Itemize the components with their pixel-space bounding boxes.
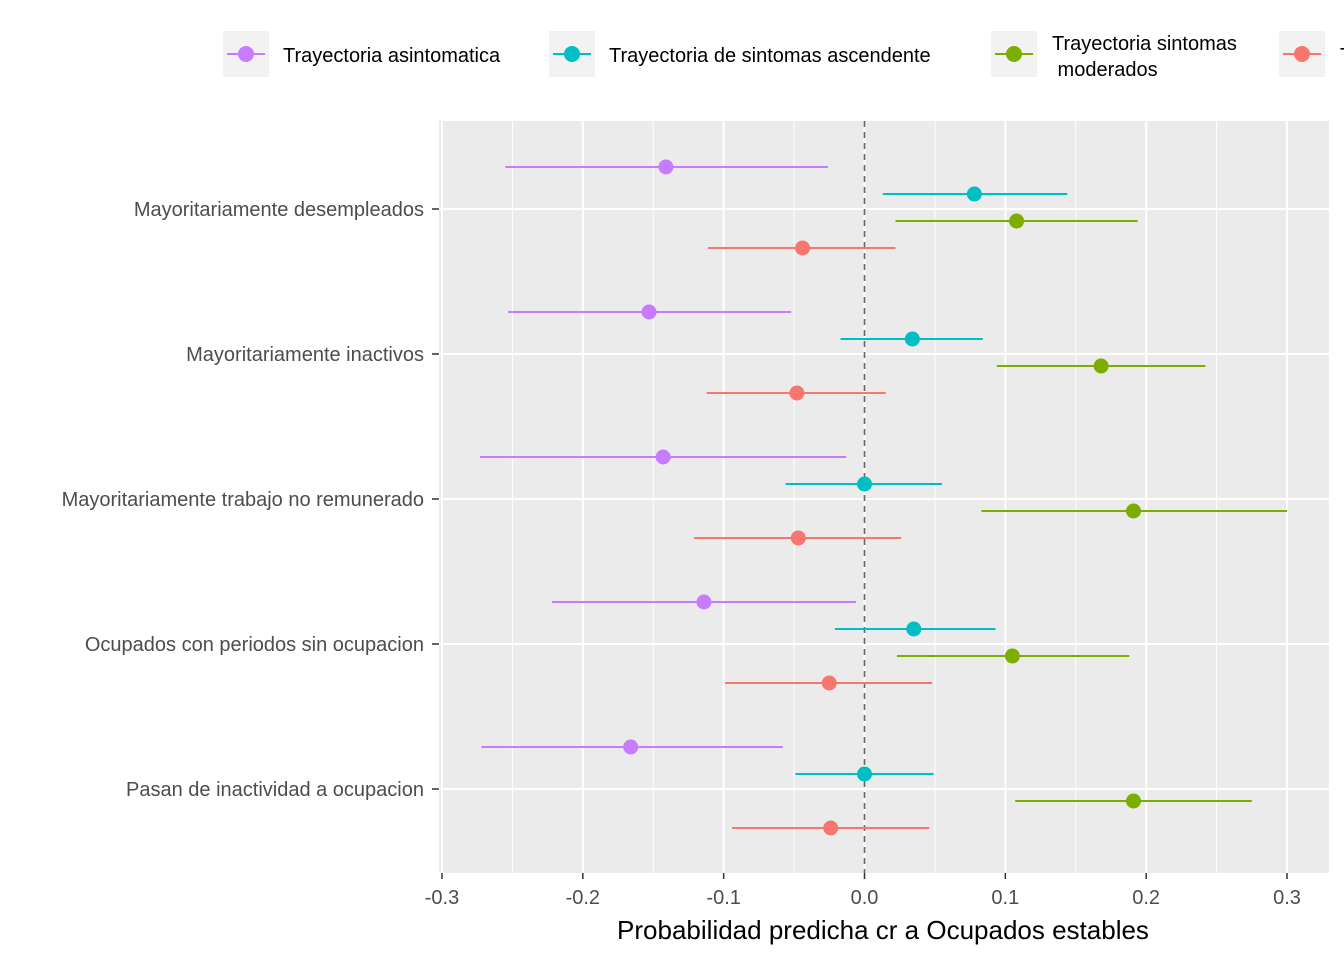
legend-item: T bbox=[1279, 31, 1344, 77]
estimate-point bbox=[857, 476, 872, 492]
x-tick-label: 0.1 bbox=[991, 887, 1019, 909]
estimate-point bbox=[641, 304, 657, 320]
estimate-point bbox=[857, 766, 872, 782]
x-tick-label: 0.2 bbox=[1132, 887, 1160, 909]
legend-key-point bbox=[1294, 46, 1310, 62]
category-label: Pasan de inactividad a ocupacion bbox=[126, 779, 424, 801]
estimate-point bbox=[1125, 793, 1141, 809]
grid-lines bbox=[439, 121, 1329, 873]
estimate-point bbox=[823, 820, 839, 836]
estimate-point bbox=[1009, 213, 1025, 229]
y-axis: Mayoritariamente desempleados Mayoritaria… bbox=[62, 199, 439, 801]
estimate-point bbox=[966, 186, 982, 202]
estimate-point bbox=[906, 621, 922, 637]
plot-panel bbox=[439, 121, 1329, 873]
legend-item: Trayectoria asintomatica bbox=[223, 31, 501, 77]
x-tick-label: -0.1 bbox=[706, 887, 740, 909]
category-label: Mayoritariamente desempleados bbox=[134, 199, 424, 221]
estimate-point bbox=[1093, 358, 1109, 374]
legend-label: T bbox=[1340, 45, 1344, 67]
x-tick-label: -0.3 bbox=[425, 887, 459, 909]
legend-label: moderados bbox=[1052, 59, 1158, 81]
category-label: Mayoritariamente inactivos bbox=[186, 344, 424, 366]
estimate-point bbox=[696, 594, 712, 610]
data-marks bbox=[480, 159, 1287, 836]
estimate-point bbox=[790, 530, 806, 546]
estimate-point bbox=[795, 240, 811, 256]
legend-label: Trayectoria sintomas bbox=[1052, 33, 1237, 55]
estimate-point bbox=[623, 739, 639, 755]
estimate-point bbox=[789, 385, 805, 401]
estimate-point bbox=[1004, 648, 1020, 664]
x-tick-label: 0.3 bbox=[1273, 887, 1301, 909]
estimate-point bbox=[1125, 503, 1141, 519]
x-tick-label: -0.2 bbox=[566, 887, 600, 909]
legend-key-point bbox=[238, 46, 254, 62]
estimate-point bbox=[904, 331, 920, 347]
x-tick-label: 0.0 bbox=[851, 887, 879, 909]
estimate-point bbox=[658, 159, 674, 175]
legend-key-point bbox=[1006, 46, 1022, 62]
legend-key-point bbox=[564, 46, 580, 62]
estimate-point bbox=[655, 449, 671, 465]
legend: Trayectoria asintomatica Trayectoria de s… bbox=[223, 31, 1344, 81]
legend-item: Trayectoria de sintomas ascendente bbox=[549, 31, 931, 77]
legend-item: Trayectoria sintomas moderados bbox=[991, 31, 1237, 81]
legend-label: Trayectoria asintomatica bbox=[283, 45, 501, 67]
estimate-point bbox=[821, 675, 837, 691]
category-label: Mayoritariamente trabajo no remunerado bbox=[62, 489, 424, 511]
legend-label: Trayectoria de sintomas ascendente bbox=[609, 45, 931, 67]
category-label: Ocupados con periodos sin ocupacion bbox=[85, 634, 424, 656]
x-axis: -0.3 -0.2 -0.1 0.0 0.1 0.2 0.3 bbox=[425, 873, 1301, 909]
x-axis-title: Probabilidad predicha cr a Ocupados esta… bbox=[617, 915, 1149, 945]
